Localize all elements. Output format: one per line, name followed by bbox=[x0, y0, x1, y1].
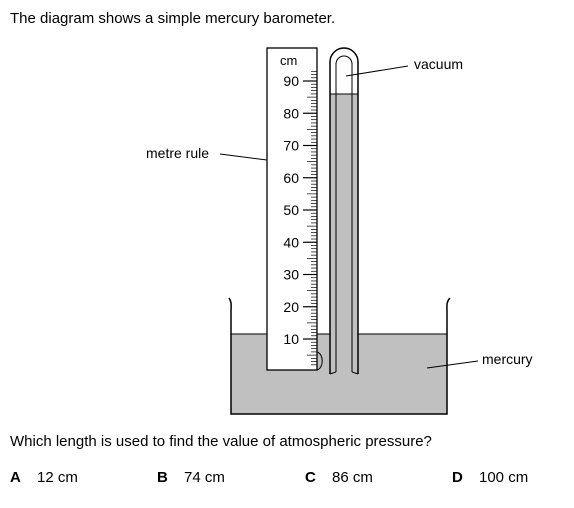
option-b-letter: B bbox=[157, 469, 168, 486]
metre-rule bbox=[266, 47, 318, 371]
option-a-letter: A bbox=[10, 469, 21, 486]
option-b-value: 74 cm bbox=[184, 469, 225, 486]
option-d-value: 100 cm bbox=[479, 469, 529, 486]
rule-numbers: 10 20 30 40 50 60 70 80 90 bbox=[283, 73, 299, 347]
option-a[interactable]: A 12 cm bbox=[10, 468, 78, 488]
tube-inner-wall bbox=[335, 55, 353, 372]
option-c-value: 86 cm bbox=[332, 469, 373, 486]
metre-rule-leader-line bbox=[219, 153, 268, 161]
rule-number-40: 40 bbox=[283, 234, 299, 250]
dish-outline bbox=[228, 297, 451, 415]
mercury-label: mercury bbox=[482, 351, 533, 367]
option-a-value: 12 cm bbox=[37, 469, 78, 486]
rule-unit-label: cm bbox=[280, 53, 297, 68]
rule-number-50: 50 bbox=[283, 202, 299, 218]
vacuum-label: vacuum bbox=[414, 56, 463, 72]
option-b[interactable]: B 74 cm bbox=[157, 468, 225, 488]
rule-number-80: 80 bbox=[283, 105, 299, 121]
metre-rule-label: metre rule bbox=[146, 145, 209, 161]
question-text: Which length is used to find the value o… bbox=[10, 433, 432, 450]
mercury-leader-line bbox=[426, 360, 479, 369]
rule-number-70: 70 bbox=[283, 138, 299, 154]
vacuum-leader-line bbox=[345, 65, 409, 77]
option-d-letter: D bbox=[452, 469, 463, 486]
rule-number-20: 20 bbox=[283, 299, 299, 315]
tube-open-end bbox=[329, 371, 359, 375]
intro-text: The diagram shows a simple mercury barom… bbox=[10, 10, 336, 27]
option-d[interactable]: D 100 cm bbox=[452, 468, 528, 488]
option-c-letter: C bbox=[305, 469, 316, 486]
tube-outer-wall bbox=[329, 47, 359, 374]
rule-number-90: 90 bbox=[283, 73, 299, 89]
rule-number-10: 10 bbox=[283, 331, 299, 347]
rule-ticks bbox=[303, 70, 317, 366]
option-c[interactable]: C 86 cm bbox=[305, 468, 373, 488]
tube-mercury-column bbox=[330, 94, 358, 374]
rule-bottom-bracket bbox=[316, 351, 323, 371]
rule-number-30: 30 bbox=[283, 267, 299, 283]
rule-number-60: 60 bbox=[283, 170, 299, 186]
